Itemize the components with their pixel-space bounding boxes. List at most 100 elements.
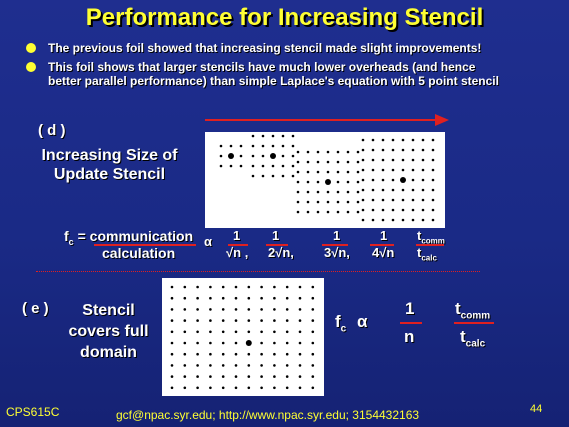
stencil-point: [261, 134, 265, 138]
stencil-point: [273, 375, 276, 378]
frac-2-num: 1: [272, 228, 280, 243]
frac-3-den: 3√n,: [324, 245, 350, 260]
fc-symbol: f: [335, 312, 341, 331]
stencil-point: [421, 148, 425, 152]
frac-2-bar: [266, 244, 288, 246]
stencil-point: [221, 285, 225, 289]
stencil-point: [273, 285, 276, 289]
stencil-point: [260, 308, 263, 311]
stencil-point: [356, 150, 360, 154]
bullet-text-continued: better parallel performance) than simple…: [48, 74, 499, 88]
stencil-point: [371, 148, 375, 152]
footer-page-number: 44: [530, 403, 543, 415]
stencil-point: [247, 308, 251, 311]
stencil-point: [421, 188, 425, 192]
stencil-point: [356, 160, 360, 164]
stencil-point: [361, 138, 365, 142]
stencil-center-point: [400, 177, 406, 183]
stencil-point: [361, 198, 365, 202]
stencil-point: [306, 160, 310, 164]
stencil-point: [431, 188, 435, 192]
stencil-point: [356, 170, 360, 174]
stencil-point: [183, 352, 187, 356]
frac-1-num: 1: [233, 228, 241, 243]
stencil-point: [260, 364, 263, 367]
stencil-point: [183, 375, 187, 378]
stencil-point: [326, 150, 330, 154]
stencil-point: [260, 375, 263, 378]
frac-1-den: √n ,: [226, 245, 249, 260]
stencil-point: [281, 174, 285, 178]
stencil-point: [285, 319, 289, 322]
stencil-point: [285, 364, 289, 367]
stencil-point: [411, 178, 415, 182]
stencil-point: [239, 164, 243, 168]
stencil-point: [326, 200, 330, 204]
stencil-point: [196, 364, 199, 367]
stencil-point: [239, 144, 243, 148]
stencil-point: [431, 168, 435, 172]
stencil-point: [234, 330, 238, 334]
stencil-point: [196, 386, 199, 390]
stencil-point: [401, 198, 405, 202]
stencil-point: [183, 308, 187, 311]
stencil-point: [311, 308, 315, 311]
stencil-point: [183, 386, 187, 390]
stencil-point: [239, 154, 243, 158]
t-comm-subscript: comm: [460, 310, 491, 322]
stencil-point: [247, 285, 251, 289]
stencil-point: [247, 352, 251, 356]
stencil-point: [316, 210, 320, 214]
stencil-point: [401, 208, 405, 212]
t-calc-subscript: calc: [421, 253, 437, 263]
stencil-point: [391, 188, 395, 192]
stencil-point: [247, 319, 251, 322]
stencil-point: [356, 200, 360, 204]
stencil-point: [296, 180, 300, 184]
stencil-point: [285, 285, 289, 289]
bullet-icon: [26, 62, 36, 72]
stencil-point: [260, 330, 263, 334]
stencil-point: [381, 168, 385, 172]
stencil-point: [316, 180, 320, 184]
footer-course: CPS615C: [6, 405, 60, 419]
bullet-item-2: This foil shows that larger stencils hav…: [26, 60, 566, 88]
stencil-point: [306, 200, 310, 204]
stencil-point: [361, 208, 365, 212]
stencil-point: [411, 188, 415, 192]
stencil-point: [421, 138, 425, 142]
stencil-point: [273, 364, 276, 367]
stencil-point: [170, 364, 174, 367]
stencil-point: [196, 352, 199, 356]
stencil-point: [411, 218, 415, 222]
stencil-center-point: [245, 340, 252, 346]
section-e-label: ( e ): [22, 300, 49, 317]
stencil-point: [183, 364, 187, 367]
frac-4-num: 1: [380, 228, 388, 243]
stencil-point: [401, 138, 405, 142]
stencil-point: [298, 319, 302, 322]
stencil-point: [316, 160, 320, 164]
section-d-label: ( d ): [38, 122, 66, 139]
stencil-point: [431, 148, 435, 152]
stencil-point: [221, 341, 225, 345]
stencil-point: [311, 330, 315, 334]
bullet-text: The previous foil showed that increasing…: [48, 41, 482, 55]
frac-2-den: 2√n,: [268, 245, 294, 260]
stencil-point: [296, 170, 300, 174]
stencil-point: [431, 218, 435, 222]
stencil-point: [371, 188, 375, 192]
formula-e-den: n: [404, 327, 415, 346]
stencil-point: [273, 341, 276, 345]
stencil-point: [209, 319, 212, 322]
stencil-point: [336, 180, 340, 184]
stencil-point: [296, 200, 300, 204]
t-calc-symbol: t: [460, 327, 466, 346]
stencil-point: [209, 375, 212, 378]
section-d-caption: Increasing Size of Update Stencil: [22, 146, 197, 184]
stencil-point: [326, 170, 330, 174]
stencil-point: [219, 144, 223, 148]
stencil-point: [247, 375, 251, 378]
stencil-point: [411, 168, 415, 172]
stencil-point: [209, 341, 212, 345]
